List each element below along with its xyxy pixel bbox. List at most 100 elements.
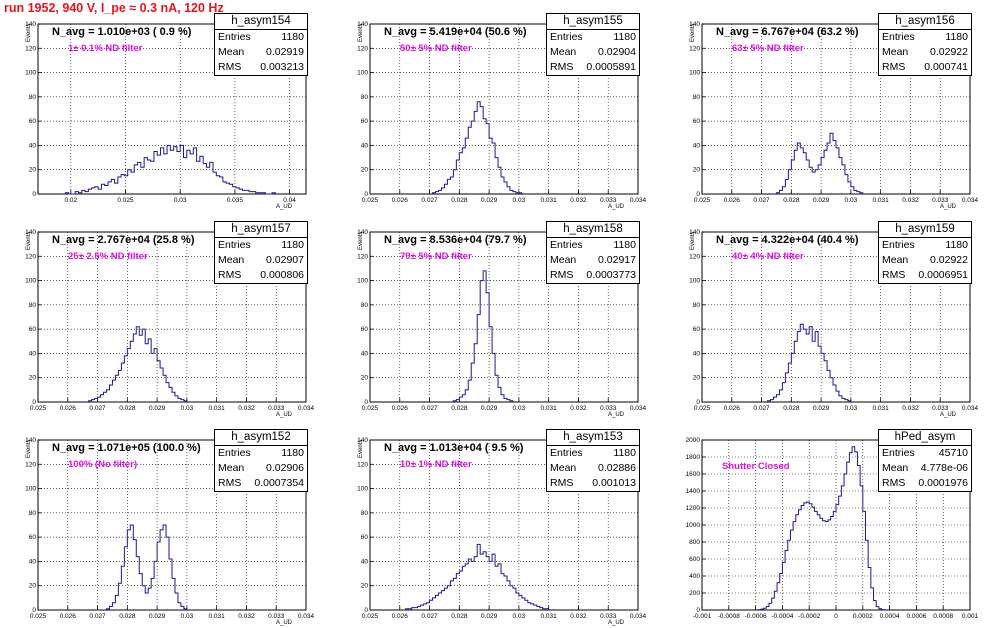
x-axis-label: A_UD <box>276 204 293 210</box>
histogram-plot: 0.025 0.026 0.027 0.028 0.029 0.03 0.031 0.032 0… <box>25 229 315 412</box>
stats-rms: RMS 0.0007354 <box>215 476 307 491</box>
stats-rms-value: 0.0006951 <box>918 269 968 281</box>
y-tick-label: 100 <box>25 486 36 493</box>
x-tick-label: 0.033 <box>600 613 617 620</box>
stats-entries-key: Entries <box>218 447 251 459</box>
filter-label: 1± 0.1% ND filter <box>68 43 143 54</box>
stats-rms-key: RMS <box>550 61 574 73</box>
y-tick-label: 0 <box>696 191 700 198</box>
stats-entries-value: 1180 <box>281 31 304 43</box>
y-tick-label: 120 <box>25 461 36 468</box>
histogram-series <box>405 543 550 610</box>
y-tick-label: 140 <box>25 21 36 28</box>
x-tick-label: 0 <box>834 613 838 620</box>
histogram-series <box>105 524 188 610</box>
y-tick-label: 1800 <box>686 454 701 461</box>
filter-label: 63± 5% ND filter <box>732 43 804 54</box>
y-tick-label: 60 <box>361 326 369 333</box>
stats-mean-value: 0.02886 <box>598 462 636 474</box>
y-tick-label: 140 <box>689 229 700 236</box>
histogram-panel: 0.02 0.025 0.03 0.035 0.04 0 20 40 60 80 100 120 140… <box>0 12 320 212</box>
histogram-series <box>775 132 864 194</box>
y-tick-label: 80 <box>693 94 701 101</box>
x-tick-label: 0.025 <box>362 405 379 412</box>
x-tick-label: -0.001 <box>693 613 712 620</box>
filter-label: 100% (No filter) <box>68 459 138 470</box>
stats-rms: RMS 0.0001976 <box>879 476 971 491</box>
y-tick-label: 600 <box>689 556 700 563</box>
x-tick-label: -0.0004 <box>771 613 793 620</box>
stats-entries-value: 1180 <box>613 31 636 43</box>
y-tick-label: 40 <box>29 350 37 357</box>
stats-mean-value: 0.02919 <box>266 46 304 58</box>
x-tick-label: 0.029 <box>481 405 498 412</box>
plot-frame <box>37 439 307 611</box>
stats-rms-value: 0.000806 <box>260 269 304 281</box>
stats-entries-value: 1180 <box>945 239 968 251</box>
y-tick-label: 120 <box>357 45 368 52</box>
x-tick-label: 0.027 <box>89 405 106 412</box>
y-tick-label: 20 <box>361 375 369 382</box>
histogram-name: h_asym157 <box>215 222 307 238</box>
y-tick-label: 80 <box>693 302 701 309</box>
stats-box: h_asym158 Entries 1180 Mean 0.02917 RMS 0.0003… <box>546 221 640 284</box>
y-tick-label: 80 <box>361 94 369 101</box>
stats-rms: RMS 0.000806 <box>215 268 307 283</box>
stats-entries-key: Entries <box>882 447 915 459</box>
stats-entries-key: Entries <box>550 239 583 251</box>
stats-mean: Mean 0.02919 <box>215 45 307 60</box>
x-tick-label: 0.032 <box>238 405 255 412</box>
histogram-name: h_asym152 <box>215 430 307 446</box>
stats-entries-value: 1180 <box>945 31 968 43</box>
y-axis-label: Events <box>358 23 364 42</box>
stats-entries: Entries 1180 <box>547 238 639 253</box>
stats-rms-value: 0.0007354 <box>254 477 304 489</box>
stats-mean-key: Mean <box>882 46 909 58</box>
y-axis-label: Events <box>690 231 696 250</box>
y-tick-label: 20 <box>361 583 369 590</box>
stats-entries-value: 1180 <box>613 447 636 459</box>
x-tick-label: 0.028 <box>783 405 800 412</box>
y-tick-label: 60 <box>693 118 701 125</box>
x-tick-label: 0.02 <box>64 197 77 204</box>
y-tick-label: 40 <box>29 558 37 565</box>
x-axis-label: A_UD <box>940 412 957 418</box>
x-tick-label: 0.031 <box>209 613 226 620</box>
stats-mean: Mean 4.778e-06 <box>879 461 971 476</box>
stats-entries: Entries 45710 <box>879 446 971 461</box>
y-tick-label: 140 <box>689 21 700 28</box>
x-tick-label: 0.027 <box>421 613 438 620</box>
x-tick-label: 0.034 <box>298 405 315 412</box>
stats-rms-value: 0.001013 <box>592 477 636 489</box>
stats-entries-key: Entries <box>218 239 251 251</box>
stats-mean-key: Mean <box>550 254 577 266</box>
x-tick-label: 0.033 <box>268 613 285 620</box>
x-tick-label: 0.034 <box>298 613 315 620</box>
histogram-plot: 0.02 0.025 0.03 0.035 0.04 0 20 40 60 80 100 120 140 <box>25 21 307 204</box>
canvas-title: run 1952, 940 V, I_pe ≈ 0.3 nA, 120 Hz <box>4 1 224 15</box>
histogram-plot: 0.025 0.026 0.027 0.028 0.029 0.03 0.031 0.032 0… <box>357 21 646 204</box>
y-tick-label: 200 <box>689 590 700 597</box>
y-tick-label: 40 <box>361 558 369 565</box>
stats-mean: Mean 0.02917 <box>547 253 639 268</box>
y-tick-label: 0 <box>696 607 700 614</box>
stats-mean: Mean 0.02886 <box>547 461 639 476</box>
x-tick-label: -0.0008 <box>718 613 740 620</box>
x-tick-label: 0.026 <box>724 197 741 204</box>
x-tick-label: 0.025 <box>362 613 379 620</box>
x-tick-label: 0.0008 <box>933 613 953 620</box>
x-tick-label: 0.026 <box>60 405 77 412</box>
y-tick-label: 0 <box>696 399 700 406</box>
x-tick-label: 0.029 <box>813 197 830 204</box>
stats-mean-key: Mean <box>550 46 577 58</box>
histogram-series <box>452 270 514 402</box>
stats-entries-key: Entries <box>882 31 915 43</box>
y-axis-label: Events <box>26 23 32 42</box>
x-tick-label: 0.033 <box>600 405 617 412</box>
x-tick-label: 0.0006 <box>906 613 926 620</box>
x-tick-label: 0.0004 <box>880 613 900 620</box>
stats-entries: Entries 1180 <box>215 30 307 45</box>
stats-rms-value: 0.000741 <box>924 61 968 73</box>
y-tick-label: 60 <box>29 118 37 125</box>
x-tick-label: 0.031 <box>541 405 558 412</box>
